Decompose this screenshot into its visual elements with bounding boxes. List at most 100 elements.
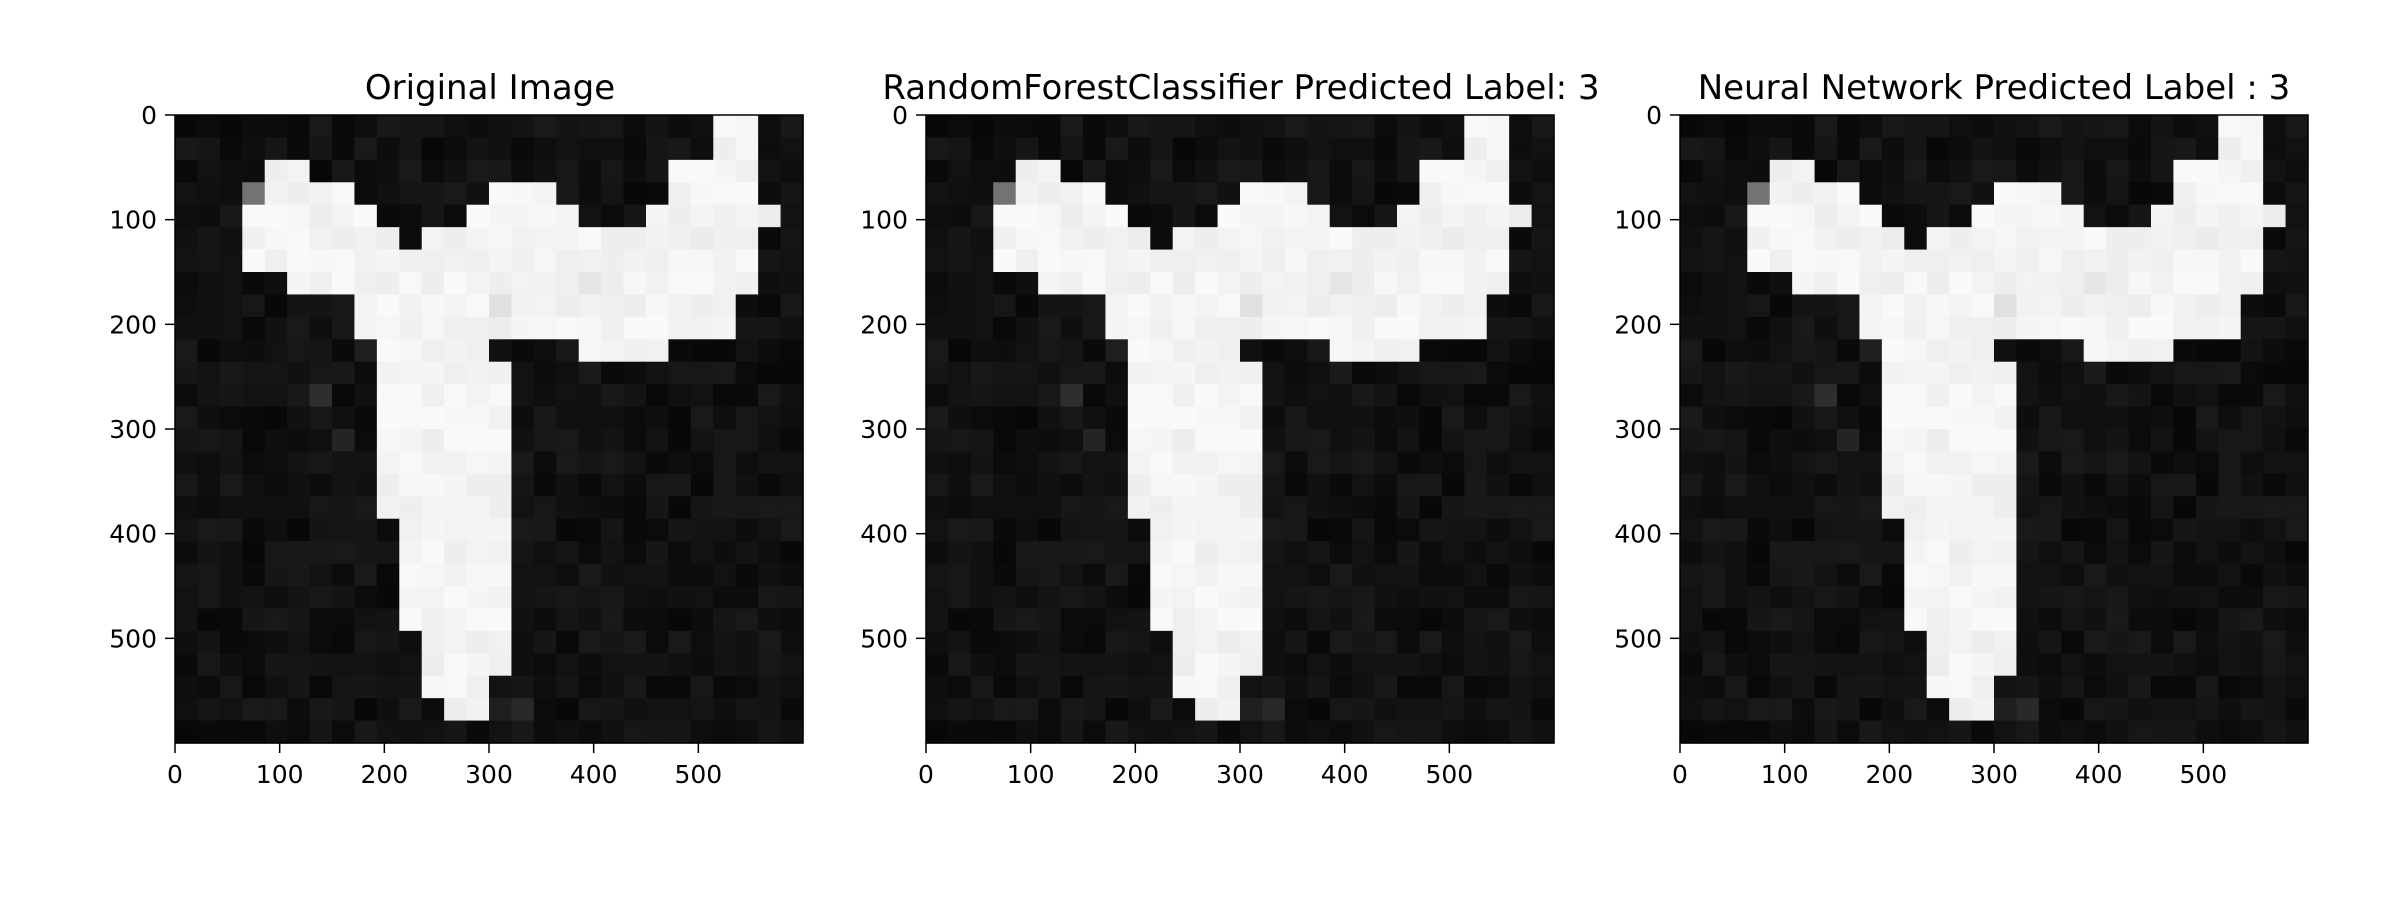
- heatmap-cell: [1262, 675, 1286, 699]
- heatmap-cell: [309, 406, 333, 430]
- heatmap-cell: [2038, 272, 2062, 296]
- heatmap-cell: [2173, 115, 2197, 139]
- heatmap-cell: [1792, 316, 1816, 340]
- heatmap-cell: [309, 272, 333, 296]
- x-tick-label: 0: [167, 760, 183, 789]
- heatmap-cell: [1397, 698, 1421, 722]
- heatmap-cell: [421, 137, 445, 161]
- heatmap-cell: [556, 675, 580, 699]
- heatmap-cell: [2195, 339, 2219, 363]
- heatmap-cell: [1217, 608, 1241, 632]
- heatmap-cell: [623, 473, 647, 497]
- heatmap-cell: [1792, 563, 1816, 587]
- heatmap-cell: [421, 518, 445, 542]
- heatmap-cell: [444, 541, 468, 565]
- heatmap-cell: [354, 182, 378, 206]
- heatmap-cell: [376, 384, 400, 408]
- heatmap-cell: [646, 518, 670, 542]
- heatmap-cell: [1352, 451, 1376, 475]
- heatmap-cell: [2061, 249, 2085, 273]
- heatmap-cell: [993, 339, 1017, 363]
- heatmap-cell: [556, 294, 580, 318]
- heatmap-cell: [1702, 159, 1726, 183]
- heatmap-cell: [1680, 451, 1704, 475]
- heatmap-cell: [970, 541, 994, 565]
- heatmap-cell: [1374, 159, 1398, 183]
- heatmap-cell: [578, 137, 602, 161]
- heatmap-cell: [1724, 429, 1748, 453]
- heatmap-cell: [1881, 294, 1905, 318]
- heatmap-cell: [1105, 720, 1129, 744]
- heatmap-cell: [1814, 630, 1838, 654]
- heatmap-cell: [2128, 137, 2152, 161]
- heatmap-cell: [466, 115, 490, 139]
- heatmap-cell: [1195, 406, 1219, 430]
- heatmap-cell: [1792, 473, 1816, 497]
- heatmap-cell: [309, 586, 333, 610]
- heatmap-cell: [1859, 384, 1883, 408]
- heatmap-cell: [444, 698, 468, 722]
- heatmap-cell: [1015, 406, 1039, 430]
- heatmap-cell: [332, 586, 356, 610]
- heatmap-cell: [1464, 272, 1488, 296]
- heatmap-cell: [1195, 675, 1219, 699]
- heatmap-cell: [2151, 182, 2175, 206]
- heatmap-cell: [1949, 249, 1973, 273]
- heatmap-cell: [1792, 384, 1816, 408]
- heatmap-cell: [690, 653, 714, 677]
- heatmap-cell: [623, 630, 647, 654]
- heatmap-cell: [489, 159, 513, 183]
- heatmap-cell: [1284, 182, 1308, 206]
- heatmap-cell: [578, 294, 602, 318]
- heatmap-cell: [601, 451, 625, 475]
- heatmap-cell: [1127, 720, 1151, 744]
- heatmap-cell: [2195, 137, 2219, 161]
- heatmap-cell: [2016, 406, 2040, 430]
- heatmap-cell: [1397, 496, 1421, 520]
- heatmap-cell: [2016, 339, 2040, 363]
- heatmap-cell: [1702, 137, 1726, 161]
- heatmap-cell: [1397, 227, 1421, 251]
- heatmap-cell: [993, 653, 1017, 677]
- heatmap-cell: [1441, 518, 1465, 542]
- heatmap-cell: [1105, 339, 1129, 363]
- heatmap-cell: [1217, 720, 1241, 744]
- heatmap-cell: [287, 294, 311, 318]
- heatmap-cell: [1083, 272, 1107, 296]
- heatmap-cell: [2285, 227, 2309, 251]
- heatmap-cell: [2061, 294, 2085, 318]
- heatmap-cell: [1747, 272, 1771, 296]
- heatmap-cell: [2218, 137, 2242, 161]
- heatmap-cell: [556, 429, 580, 453]
- heatmap-cell: [2173, 294, 2197, 318]
- heatmap-cell: [690, 698, 714, 722]
- heatmap-cell: [993, 586, 1017, 610]
- heatmap-cell: [1859, 451, 1883, 475]
- heatmap-cell: [2016, 429, 2040, 453]
- heatmap-cell: [948, 204, 972, 228]
- heatmap-cell: [1329, 675, 1353, 699]
- heatmap-cell: [175, 159, 199, 183]
- heatmap-cell: [2218, 720, 2242, 744]
- heatmap-cell: [1486, 249, 1510, 273]
- heatmap-cell: [2195, 541, 2219, 565]
- heatmap-cell: [1724, 473, 1748, 497]
- heatmap-cell: [556, 586, 580, 610]
- heatmap-cell: [242, 272, 266, 296]
- heatmap-cell: [1747, 361, 1771, 385]
- heatmap-cell: [2106, 473, 2130, 497]
- heatmap-cell: [1441, 541, 1465, 565]
- heatmap-cell: [1172, 720, 1196, 744]
- heatmap-cell: [1531, 541, 1555, 565]
- heatmap-cell: [690, 429, 714, 453]
- heatmap-cell: [1284, 698, 1308, 722]
- heatmap-cell: [1747, 294, 1771, 318]
- heatmap-cell: [309, 608, 333, 632]
- heatmap-cell: [242, 339, 266, 363]
- y-tick-label: 200: [1614, 310, 1662, 339]
- heatmap-cell: [668, 204, 692, 228]
- heatmap-cell: [1307, 630, 1331, 654]
- heatmap-cell: [690, 272, 714, 296]
- heatmap-cell: [668, 272, 692, 296]
- heatmap-cell: [926, 115, 950, 139]
